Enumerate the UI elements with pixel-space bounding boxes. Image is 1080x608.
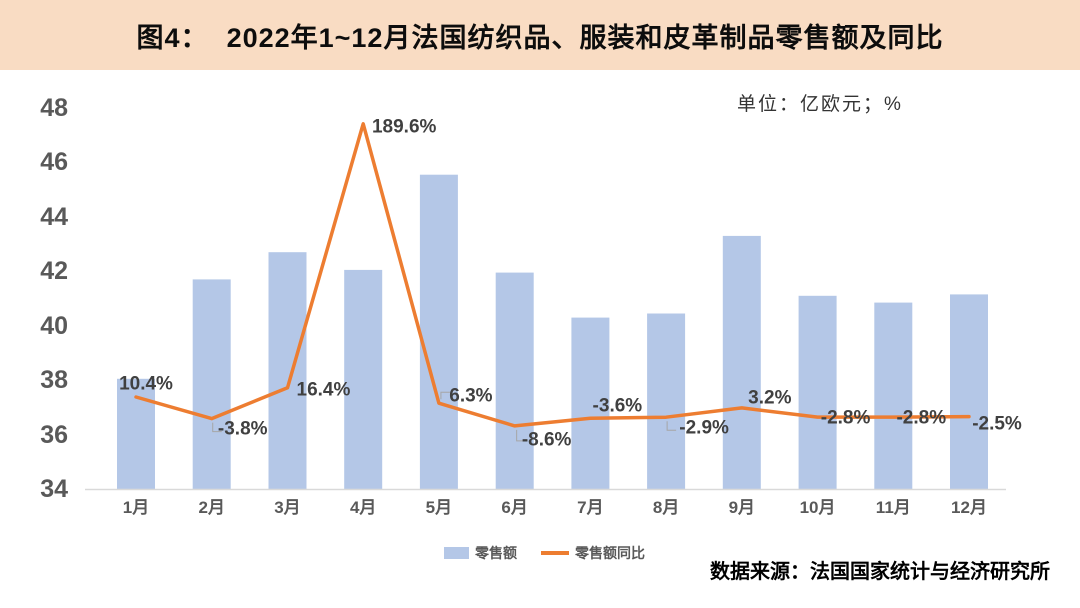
page-title: 2022年1~12月法国纺织品、服装和皮革制品零售额及同比	[226, 22, 944, 53]
label-leader-line	[440, 391, 450, 400]
yoy-data-label-3月: 16.4%	[296, 379, 351, 401]
figure-number: 图4：	[136, 22, 209, 53]
x-label-9月: 9月	[728, 498, 756, 517]
y-tick-48: 48	[40, 94, 68, 122]
x-label-4月: 4月	[349, 498, 377, 517]
yoy-data-label-2月: -3.8%	[217, 418, 268, 440]
yoy-data-label-6月: -8.6%	[521, 429, 572, 451]
yoy-data-label-4月: 189.6%	[371, 116, 437, 138]
x-label-6月: 6月	[501, 498, 528, 517]
yoy-data-label-5月: 6.3%	[449, 385, 493, 407]
x-label-10月: 10月	[799, 498, 836, 517]
label-leader-line	[666, 421, 677, 431]
bar-swatch-icon	[444, 547, 469, 559]
x-label-2月: 2月	[198, 498, 225, 517]
yoy-data-label-7月: -3.6%	[592, 395, 643, 417]
x-label-11月: 11月	[875, 498, 911, 517]
bar-6月	[495, 272, 534, 489]
legend-item-yoy: 零售额同比	[541, 543, 645, 563]
x-label-1月: 1月	[122, 498, 150, 517]
legend-label-yoy: 零售额同比	[575, 545, 645, 561]
chart-legend: 零售额 零售额同比	[444, 543, 645, 563]
y-tick-40: 40	[40, 311, 68, 340]
y-tick-34: 34	[40, 475, 68, 503]
bar-4月	[344, 269, 383, 489]
yoy-line-path	[134, 122, 971, 428]
y-tick-44: 44	[40, 202, 68, 231]
yoy-data-label-11月: -2.8%	[896, 407, 947, 429]
yoy-data-label-10月: -2.8%	[820, 407, 871, 429]
y-tick-46: 46	[40, 148, 68, 177]
y-tick-42: 42	[40, 257, 68, 286]
bar-2月	[192, 279, 231, 489]
unit-label: 单位：亿欧元；%	[737, 94, 903, 115]
bar-8月	[647, 313, 686, 489]
label-leader-line	[212, 422, 222, 433]
bar-11月	[874, 302, 913, 489]
legend-item-retail: 零售额	[444, 543, 517, 563]
x-label-8月: 8月	[652, 498, 680, 517]
bar-9月	[722, 235, 761, 489]
bar-7月	[571, 317, 610, 489]
yoy-data-label-1月: 10.4%	[119, 373, 173, 395]
bar-12月	[950, 294, 988, 489]
yoy-data-label-12月: -2.5%	[972, 413, 1022, 435]
data-source: 数据来源：法国国家统计与经济研究所	[710, 561, 1050, 583]
x-label-12月: 12月	[951, 498, 987, 517]
y-tick-38: 38	[40, 366, 68, 395]
yoy-data-label-9月: 3.2%	[748, 387, 792, 409]
x-label-5月: 5月	[425, 498, 453, 517]
x-label-3月: 3月	[274, 498, 301, 517]
y-tick-36: 36	[40, 420, 68, 449]
bar-10月	[798, 295, 837, 489]
x-label-7月: 7月	[577, 498, 604, 517]
line-swatch-icon	[541, 551, 569, 555]
yoy-data-label-8月: -2.9%	[679, 417, 729, 439]
bar-5月	[419, 174, 458, 489]
legend-label-retail: 零售额	[475, 545, 517, 561]
chart-title-bar: 图4： 2022年1~12月法国纺织品、服装和皮革制品零售额及同比	[0, 0, 1080, 70]
label-leader-line	[516, 429, 526, 442]
bar-3月	[268, 252, 307, 489]
